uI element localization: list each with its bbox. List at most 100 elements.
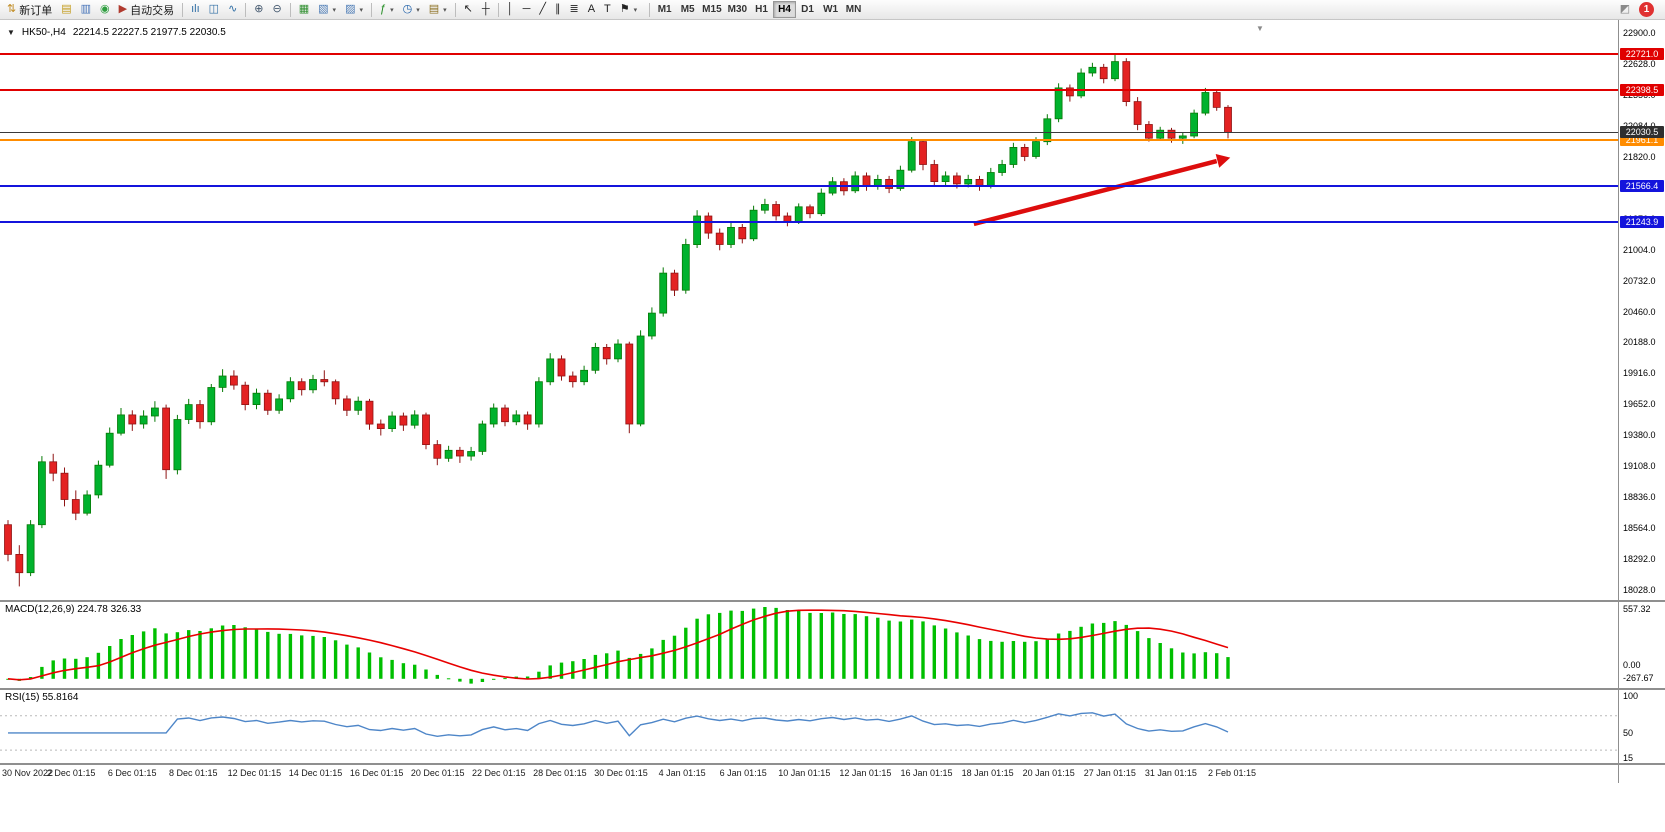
macd-axis[interactable]: 557.32 0.00 -267.67 [1618, 602, 1665, 688]
timeframe-button-m1[interactable]: M1 [657, 4, 672, 15]
candle-body [410, 414, 419, 426]
timeframe-button-mn[interactable]: MN [845, 4, 862, 15]
candle-body [941, 175, 950, 182]
tile-windows-button[interactable]: ▦ [295, 1, 313, 19]
timeframe-button-m30[interactable]: M30 [727, 4, 748, 15]
label-button[interactable]: T [600, 1, 615, 19]
time-axis-label: 30 Dec 01:15 [594, 768, 648, 778]
macd-histogram-bar [1068, 630, 1072, 679]
text-button[interactable]: A [584, 1, 599, 19]
trend-arrow[interactable] [973, 158, 1218, 227]
candlestick-chart-icon: ◫ [208, 3, 220, 15]
level-line-21566.4[interactable] [0, 184, 1618, 187]
toolbar-right: ◩ 1 [1616, 1, 1662, 19]
trendline-button[interactable]: ╱ [535, 1, 550, 19]
zoom-in-button[interactable]: ⊕ [250, 1, 267, 19]
macd-histogram-bar [797, 610, 801, 679]
autotrading-icon: ▶ [118, 3, 128, 15]
candle-body [749, 209, 758, 240]
timeframe-button-h1[interactable]: H1 [755, 4, 768, 15]
price-axis-label: 20732.0 [1623, 275, 1656, 286]
level-line-22721.0[interactable] [0, 52, 1618, 55]
price-axis-label: 22084.0 [1623, 121, 1656, 131]
time-axis[interactable]: 30 Nov 2022 2 Dec 01:15 6 Dec 01:15 8 Dec 0… [0, 763, 1665, 783]
macd-histogram-bar [684, 627, 688, 679]
macd-histogram-bar [650, 648, 654, 679]
new-order-button[interactable]: ⇅ 新订单 [3, 1, 56, 19]
time-axis-label: 20 Dec 01:15 [410, 768, 465, 778]
macd-panel[interactable]: MACD(12,26,9) 224.78 326.33 557.32 0.00 -2… [0, 600, 1665, 688]
autotrading-button[interactable]: ▶ 自动交易 [115, 1, 178, 19]
quick-trade-panel-button[interactable]: ◩ [1616, 1, 1634, 19]
timeframe-button-h4[interactable]: H4 [773, 1, 797, 18]
time-axis-label: 30 Nov 2022 [2, 768, 54, 778]
macd-histogram-bar [300, 635, 304, 679]
community-icon: ◉ [100, 3, 110, 15]
indicators-button[interactable]: ƒ ▾ [376, 1, 398, 19]
candle-body [422, 414, 430, 445]
level-line-21961.1[interactable] [0, 139, 1618, 142]
line-chart-button[interactable]: ∿ [224, 1, 241, 19]
one-click-trading-toggle-icon[interactable]: ▼ [7, 28, 15, 37]
cursor-button[interactable]: ↖ [460, 1, 477, 19]
crosshair-button[interactable]: ┼ [478, 1, 494, 19]
candle-body [49, 461, 58, 474]
candle-body [512, 414, 521, 423]
candle-body [196, 404, 204, 423]
horizontal-line-button[interactable]: ─ [519, 1, 535, 19]
macd-histogram-bar [977, 639, 982, 679]
autotrading-label: 自动交易 [130, 4, 175, 17]
market-watch-button[interactable]: ▥ [77, 1, 95, 19]
candle-body [128, 414, 137, 425]
level-line-21243.9[interactable] [0, 221, 1618, 224]
time-axis-label: 6 Jan 01:15 [719, 768, 767, 778]
timeframe-button-m5[interactable]: M5 [680, 4, 695, 15]
text-icon: A [587, 3, 596, 15]
template-button[interactable]: ▤ ▾ [425, 1, 451, 19]
rsi-panel[interactable]: RSI(15) 55.8164 100 50 15 [0, 688, 1665, 763]
chart-profile-button[interactable]: ▨ ▾ [341, 1, 367, 19]
time-axis-label: 22 Dec 01:15 [472, 768, 526, 778]
macd-histogram-bar [1215, 653, 1219, 679]
candlestick-chart-button[interactable]: ◫ [205, 1, 223, 19]
candle-body [501, 407, 509, 423]
macd-histogram-bar [1203, 652, 1208, 679]
candle-body [568, 375, 577, 383]
candle-body [173, 419, 182, 471]
level-line-22398.5[interactable] [0, 89, 1618, 92]
zoom-out-button[interactable]: ⊖ [269, 1, 286, 19]
macd-histogram-bar [446, 678, 451, 680]
timeframe-button-w1[interactable]: W1 [823, 4, 839, 15]
macd-histogram-bar [695, 618, 699, 679]
dropdown-caret-icon: ▾ [443, 6, 447, 14]
price-axis[interactable]: 22900.022628.022356.022084.021820.021548… [1618, 20, 1665, 600]
period-button[interactable]: ◷ ▾ [399, 1, 424, 19]
candle-body [320, 379, 329, 383]
new-chart-button[interactable]: ▧ ▾ [314, 1, 340, 19]
macd-histogram-bar [209, 628, 213, 679]
time-axis-label: 18 Jan 01:15 [961, 768, 1014, 778]
price-chart-panel[interactable]: ▼ HK50-,H4 22214.5 22227.5 21977.5 22030… [0, 20, 1665, 600]
candle-body [263, 392, 272, 411]
timeframe-button-d1[interactable]: D1 [801, 4, 814, 15]
macd-histogram-bar [119, 639, 123, 679]
price-chart-canvas[interactable] [0, 20, 1618, 600]
macd-histogram-bar [819, 613, 823, 679]
bar-chart-button[interactable]: ılı [187, 1, 204, 19]
time-axis-label: 31 Jan 01:15 [1144, 768, 1197, 778]
macd-histogram-bar [898, 621, 903, 679]
time-axis-label: 16 Dec 01:15 [349, 768, 404, 778]
community-button[interactable]: ◉ [96, 1, 114, 19]
fibonacci-button[interactable]: ≣ [565, 1, 582, 19]
timeframe-button-m15[interactable]: M15 [702, 4, 722, 15]
macd-histogram-bar [921, 621, 925, 679]
charts-button[interactable]: ▤ [57, 1, 75, 19]
vertical-line-button[interactable]: │ [503, 1, 518, 19]
macd-histogram-bar [1147, 638, 1151, 679]
macd-histogram-bar [1226, 657, 1230, 679]
channel-button[interactable]: ∥ [551, 1, 565, 19]
shapes-button[interactable]: ⚑ ▾ [616, 1, 641, 19]
rsi-axis[interactable]: 100 50 15 [1618, 690, 1665, 763]
macd-histogram-bar [638, 653, 643, 679]
notification-badge[interactable]: 1 [1639, 2, 1654, 17]
